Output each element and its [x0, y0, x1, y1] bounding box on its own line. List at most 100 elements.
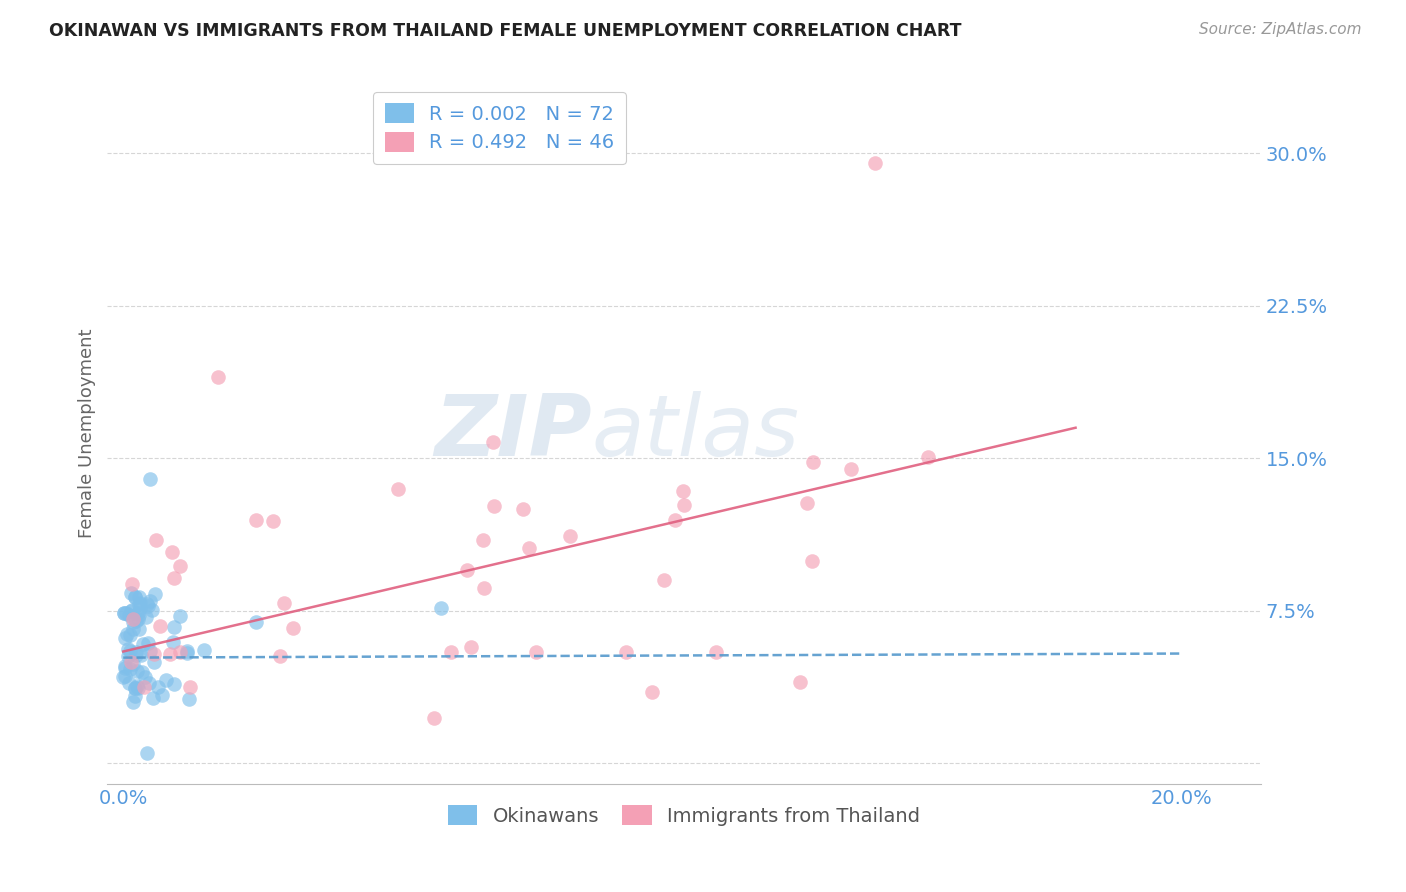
Point [117, 648, 139, 663]
Point [143, 647, 166, 661]
Point [118, 608, 141, 623]
Point [135, 598, 157, 612]
Point [512, 502, 534, 516]
Point [169, 608, 191, 623]
Point [117, 627, 139, 641]
Point [155, 673, 177, 688]
Point [117, 676, 139, 690]
Point [179, 680, 201, 694]
Point [472, 533, 495, 547]
Point [129, 648, 152, 662]
Point [440, 644, 463, 658]
Point [121, 577, 143, 591]
Point [387, 482, 409, 496]
Point [112, 606, 135, 620]
Text: ZIP: ZIP [434, 392, 592, 475]
Point [124, 681, 146, 695]
Point [863, 156, 886, 170]
Point [128, 591, 150, 605]
Point [131, 665, 153, 679]
Point [131, 637, 153, 651]
Point [672, 484, 695, 499]
Point [122, 657, 145, 671]
Point [429, 600, 451, 615]
Point [122, 695, 145, 709]
Point [127, 612, 149, 626]
Point [664, 513, 686, 527]
Point [124, 590, 146, 604]
Point [163, 677, 186, 691]
Point [422, 711, 444, 725]
Text: Source: ZipAtlas.com: Source: ZipAtlas.com [1198, 22, 1361, 37]
Point [672, 498, 695, 512]
Point [136, 636, 159, 650]
Legend: Okinawans, Immigrants from Thailand: Okinawans, Immigrants from Thailand [440, 797, 928, 834]
Point [128, 601, 150, 615]
Point [120, 604, 142, 618]
Point [114, 669, 136, 683]
Point [460, 640, 482, 654]
Point [134, 670, 156, 684]
Point [269, 648, 291, 663]
Point [176, 646, 198, 660]
Point [125, 648, 148, 663]
Point [124, 681, 146, 695]
Point [115, 606, 138, 620]
Point [801, 554, 824, 568]
Point [159, 647, 181, 661]
Point [245, 513, 267, 527]
Point [120, 656, 142, 670]
Point [917, 450, 939, 465]
Point [114, 631, 136, 645]
Point [146, 680, 169, 694]
Point [112, 670, 135, 684]
Point [124, 689, 146, 703]
Point [652, 573, 675, 587]
Point [142, 690, 165, 705]
Point [283, 621, 305, 635]
Point [641, 685, 664, 699]
Point [143, 587, 166, 601]
Point [176, 644, 198, 658]
Point [120, 662, 142, 676]
Point [127, 681, 149, 695]
Point [135, 610, 157, 624]
Point [207, 370, 229, 384]
Point [138, 593, 160, 607]
Point [128, 607, 150, 622]
Point [273, 596, 295, 610]
Point [138, 676, 160, 690]
Point [145, 533, 167, 547]
Point [456, 563, 478, 577]
Point [121, 603, 143, 617]
Point [143, 656, 166, 670]
Text: OKINAWAN VS IMMIGRANTS FROM THAILAND FEMALE UNEMPLOYMENT CORRELATION CHART: OKINAWAN VS IMMIGRANTS FROM THAILAND FEM… [49, 22, 962, 40]
Point [704, 644, 727, 658]
Point [796, 496, 818, 510]
Point [125, 665, 148, 679]
Point [125, 645, 148, 659]
Point [177, 691, 200, 706]
Point [524, 644, 547, 658]
Point [262, 514, 284, 528]
Point [129, 596, 152, 610]
Point [141, 602, 163, 616]
Point [125, 614, 148, 628]
Point [482, 434, 505, 449]
Point [117, 642, 139, 657]
Point [149, 618, 172, 632]
Point [114, 661, 136, 675]
Point [112, 607, 135, 621]
Point [614, 644, 637, 658]
Point [482, 499, 505, 513]
Point [120, 586, 142, 600]
Point [150, 688, 173, 702]
Point [245, 615, 267, 629]
Point [124, 590, 146, 604]
Point [169, 645, 191, 659]
Point [122, 615, 145, 629]
Point [789, 675, 811, 690]
Point [162, 634, 184, 648]
Point [839, 462, 862, 476]
Point [519, 541, 541, 555]
